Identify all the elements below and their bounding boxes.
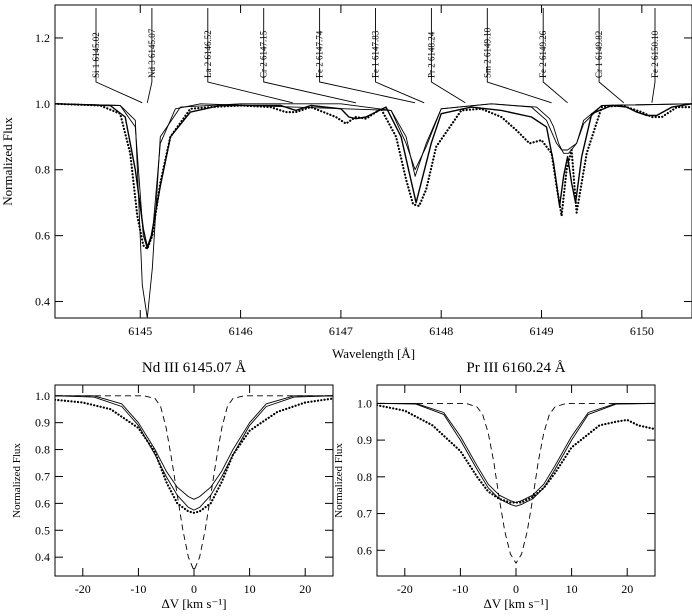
x-tick-label: -20	[397, 582, 413, 596]
plot-frame	[376, 384, 656, 577]
series-thin-a-line	[55, 103, 692, 318]
x-tick-label: 10	[244, 582, 256, 596]
x-axis-label: ΔV [km s⁻¹]	[483, 596, 548, 611]
x-tick-label: -20	[75, 582, 91, 596]
series-dashed-line	[377, 402, 655, 564]
line-id-marker	[486, 8, 552, 104]
plot-frame	[54, 384, 334, 577]
x-tick-label: 6149	[530, 324, 554, 338]
line-id-marker	[542, 8, 568, 104]
x-axis-label: ΔV [km s⁻¹]	[161, 596, 226, 611]
panel-1: -20 -10 0 10 20 0.4 0.5 0.6 0.7 0.8 0.9 1.0 ΔV [km s…	[11, 360, 334, 611]
y-tick-label: 0.8	[35, 443, 50, 457]
line-id-marker	[95, 8, 143, 104]
x-tick-label: -10	[130, 582, 146, 596]
x-tick-label: -10	[452, 582, 468, 596]
x-tick-label: 20	[621, 582, 633, 596]
y-axis-label: Normalized Flux	[0, 117, 15, 206]
y-tick-label: 0.4	[35, 550, 50, 564]
y-axis-label: Normalized Flux	[11, 443, 23, 518]
series-dotted-observed-line	[55, 397, 333, 514]
series-group	[55, 102, 692, 318]
line-id-marker	[146, 8, 153, 103]
x-tick-label: 0	[191, 582, 197, 596]
x-tick-label: 10	[566, 582, 578, 596]
y-tick-label: 0.9	[35, 416, 50, 430]
y-tick-label: 0.5	[35, 523, 50, 537]
plot-frame	[54, 4, 692, 319]
y-tick-label: 0.8	[35, 163, 50, 177]
line-id-marker	[430, 8, 466, 104]
y-tick-label: 0.6	[357, 543, 372, 557]
x-tick-label: 6150	[630, 324, 654, 338]
series-group	[377, 402, 655, 564]
x-tick-label: 6147	[329, 324, 353, 338]
line-id-marker	[598, 8, 625, 104]
y-axis-label: Normalized Flux	[333, 443, 345, 518]
y-tick-label: 1.0	[357, 396, 372, 410]
series-thin-a-line	[55, 395, 333, 500]
series-dotted-observed-line	[55, 102, 692, 250]
panel-0: 6145 6146 6147 6148 6149 6150 0.4 0.6 0.8 1.0 1.2 W…	[0, 4, 692, 361]
line-id-marker	[319, 8, 416, 104]
y-tick-label: 0.9	[357, 433, 372, 447]
y-tick-label: 1.2	[35, 31, 50, 45]
series-dotted-observed-line	[377, 404, 655, 504]
panel-title: Pr III 6160.24 Å	[466, 360, 565, 376]
panel-title: Nd III 6145.07 Å	[142, 360, 246, 376]
x-tick-label: 6146	[229, 324, 253, 338]
x-axis-label: Wavelength [Å]	[332, 346, 415, 361]
line-id-marker	[375, 8, 425, 104]
line-id-marker	[207, 8, 293, 104]
x-tick-label: 6145	[128, 324, 152, 338]
x-tick-label: 6148	[429, 324, 453, 338]
line-id-marker	[651, 8, 656, 103]
series-group	[55, 395, 333, 572]
series-thin-b-line	[377, 402, 655, 507]
series-thin-a-line	[377, 402, 655, 503]
line-id-marker	[263, 8, 356, 104]
x-tick-label: 0	[513, 582, 519, 596]
series-thin-b-line	[55, 103, 692, 250]
y-tick-label: 0.6	[35, 229, 50, 243]
y-tick-label: 0.4	[35, 295, 50, 309]
y-tick-label: 1.0	[35, 389, 50, 403]
y-tick-label: 0.7	[357, 507, 372, 521]
y-tick-label: 0.6	[35, 496, 50, 510]
x-tick-label: 20	[299, 582, 311, 596]
y-tick-label: 0.8	[357, 470, 372, 484]
series-thin-b-line	[55, 395, 333, 511]
series-dashed-line	[55, 395, 333, 572]
y-tick-label: 0.7	[35, 469, 50, 483]
panel-2: -20 -10 0 10 20 0.6 0.7 0.8 0.9 1.0 ΔV [km s⁻¹] Nor…	[333, 360, 656, 611]
y-tick-label: 1.0	[35, 97, 50, 111]
